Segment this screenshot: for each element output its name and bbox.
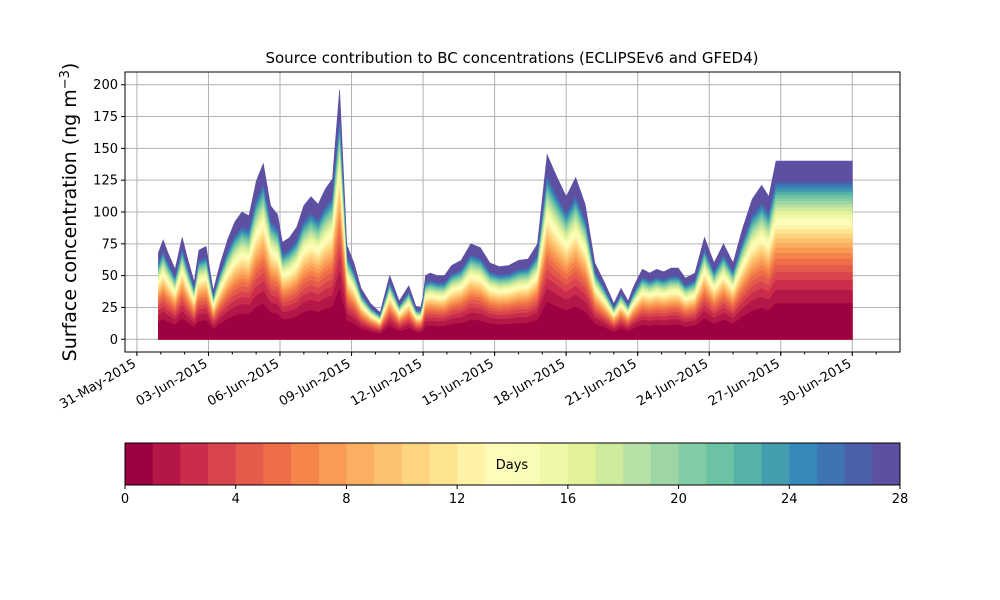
y-axis-label-text: Surface concentration (ng m xyxy=(59,89,81,361)
colorbar-segment xyxy=(540,443,569,485)
colorbar-segment xyxy=(816,443,846,485)
colorbar-segment xyxy=(152,443,181,485)
colorbar-tick-label: 20 xyxy=(670,492,687,507)
colorbar-segment xyxy=(761,443,790,485)
y-tick-label: 50 xyxy=(101,269,118,284)
colorbar-segment xyxy=(263,443,292,485)
y-tick-label: 25 xyxy=(101,301,118,316)
colorbar-segment xyxy=(789,443,818,485)
colorbar-tick-label: 24 xyxy=(781,492,798,507)
colorbar-segment xyxy=(318,443,347,485)
colorbar-segment xyxy=(623,443,652,485)
colorbar-segment xyxy=(844,443,873,485)
y-tick-label: 150 xyxy=(93,142,118,157)
colorbar-segment xyxy=(872,443,901,485)
colorbar-segment xyxy=(650,443,680,485)
colorbar-segment xyxy=(235,443,264,485)
y-tick-label: 100 xyxy=(93,206,118,221)
colorbar-segment xyxy=(125,443,154,485)
y-axis: 0 25 50 75 100 125 150 175 200 xyxy=(93,78,125,348)
colorbar-tick-label: 0 xyxy=(121,492,129,507)
colorbar-segment xyxy=(429,443,458,485)
colorbar-segment xyxy=(291,443,320,485)
colorbar-segment xyxy=(567,443,597,485)
y-tick-label: 0 xyxy=(110,333,118,348)
y-axis-label-close: ) xyxy=(59,63,81,70)
colorbar-frame xyxy=(124,442,901,486)
colorbar-segment xyxy=(512,443,541,485)
colorbar-segment xyxy=(484,443,513,485)
colorbar xyxy=(125,443,901,485)
stacked-areas xyxy=(158,89,853,340)
colorbar-segment xyxy=(346,443,375,485)
colorbar-segment xyxy=(457,443,486,485)
colorbar-ticks: 0 4 8 12 16 20 24 28 xyxy=(121,485,908,507)
colorbar-segment xyxy=(595,443,624,485)
colorbar-segment xyxy=(401,443,430,485)
y-tick-label: 200 xyxy=(93,78,118,93)
colorbar-tick-label: 12 xyxy=(449,492,466,507)
colorbar-segment xyxy=(208,443,237,485)
colorbar-segment xyxy=(678,443,707,485)
colorbar-segment xyxy=(733,443,763,485)
colorbar-tick-label: 4 xyxy=(232,492,240,507)
colorbar-segment xyxy=(706,443,735,485)
colorbar-segment xyxy=(374,443,403,485)
y-tick-label: 175 xyxy=(93,110,118,125)
chart-title: Source contribution to BC concentrations… xyxy=(265,49,758,67)
colorbar-tick-label: 8 xyxy=(342,492,350,507)
colorbar-segment xyxy=(180,443,209,485)
y-axis-label-unit-superscript: −3 xyxy=(58,70,73,89)
y-tick-label: 125 xyxy=(93,174,118,189)
y-tick-label: 75 xyxy=(101,237,118,252)
colorbar-tick-label: 16 xyxy=(560,492,577,507)
colorbar-tick-label: 28 xyxy=(892,492,909,507)
colorbar-label: Days xyxy=(496,458,529,473)
y-axis-label: Surface concentration (ng m−3) xyxy=(58,63,82,362)
age-layer-area xyxy=(158,288,853,340)
